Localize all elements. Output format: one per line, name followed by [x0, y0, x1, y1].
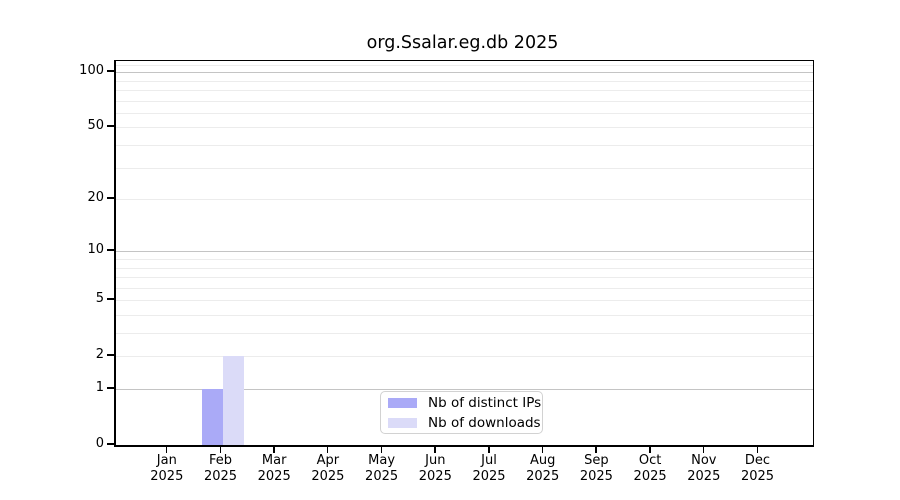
- x-tick-mark-jun: [434, 446, 436, 453]
- y-tick-mark-20: [107, 197, 114, 199]
- gridline-100: [116, 72, 813, 74]
- legend-swatch-downloads: [388, 417, 417, 428]
- gridline-2: [116, 356, 813, 358]
- gridline-4: [116, 314, 813, 316]
- x-tick-mark-jul: [488, 446, 490, 453]
- gridline-80: [116, 90, 813, 91]
- x-tick-mark-dec: [756, 446, 759, 453]
- x-tick-label-jun: Jun 2025: [405, 453, 465, 484]
- gridline-110: [116, 64, 813, 66]
- gridline-70: [116, 100, 813, 102]
- x-tick-label-jan: Jan 2025: [137, 453, 197, 484]
- gridline-20: [116, 199, 813, 201]
- gridline-6: [116, 287, 813, 289]
- x-tick-label-aug: Aug 2025: [513, 453, 573, 484]
- x-tick-month: Dec: [744, 453, 771, 468]
- y-tick-label-100: 100: [79, 63, 104, 79]
- x-tick-year: 2025: [365, 468, 399, 484]
- y-tick-label-20: 20: [87, 190, 104, 206]
- x-tick-month: May: [368, 453, 396, 468]
- x-tick-label-feb: Feb 2025: [191, 453, 251, 484]
- x-tick-year: 2025: [418, 468, 452, 484]
- x-tick-month: Jan: [156, 453, 177, 468]
- gridline-30: [116, 167, 813, 169]
- x-tick-label-sep: Sep 2025: [566, 453, 626, 484]
- x-tick-year: 2025: [257, 468, 291, 484]
- y-tick-label-10: 10: [87, 242, 104, 258]
- x-tick-year: 2025: [203, 468, 238, 484]
- y-tick-mark-2: [107, 354, 114, 356]
- y-tick-mark-10: [107, 249, 114, 251]
- x-tick-mark-feb: [219, 446, 222, 453]
- legend-item-distinct-ips: Nb of distinct IPs: [388, 395, 542, 411]
- x-tick-year: 2025: [526, 468, 560, 484]
- legend-swatch-distinct-ips: [388, 397, 417, 408]
- x-tick-year: 2025: [633, 468, 667, 484]
- x-tick-label-mar: Mar 2025: [244, 453, 304, 484]
- y-tick-mark-100: [107, 70, 114, 72]
- x-tick-mark-apr: [326, 446, 329, 453]
- y-tick-label-50: 50: [87, 118, 104, 134]
- x-tick-year: 2025: [687, 468, 721, 484]
- x-tick-year: 2025: [311, 468, 345, 484]
- bar-nb-of-distinct-ips-feb: [201, 389, 223, 445]
- y-tick-label-0: 0: [95, 436, 104, 451]
- x-tick-label-dec: Dec 2025: [728, 453, 788, 484]
- x-tick-mark-sep: [595, 446, 597, 453]
- legend-label-downloads: Nb of downloads: [428, 414, 541, 431]
- x-tick-year: 2025: [740, 468, 775, 484]
- gridline-3: [116, 333, 813, 334]
- x-tick-label-jul: Jul 2025: [459, 453, 519, 484]
- x-tick-label-may: May 2025: [352, 453, 412, 484]
- y-tick-label-5: 5: [95, 291, 104, 307]
- legend-item-downloads: Nb of downloads: [388, 415, 542, 431]
- bar-nb-of-downloads-feb: [222, 356, 244, 445]
- x-tick-label-apr: Apr 2025: [298, 453, 358, 484]
- y-tick-mark-1: [107, 387, 114, 389]
- gridline-40: [116, 145, 813, 146]
- gridline-60: [116, 112, 813, 114]
- plot-area: Nb of distinct IPs Nb of downloads: [114, 60, 814, 447]
- gridline-1: [116, 389, 813, 390]
- x-tick-mark-jan: [165, 446, 168, 453]
- y-tick-label-2: 2: [95, 347, 104, 363]
- x-tick-month: Nov: [691, 453, 717, 468]
- x-tick-month: Apr: [316, 453, 340, 468]
- x-tick-mark-nov: [702, 446, 705, 453]
- legend: Nb of distinct IPs Nb of downloads: [380, 391, 543, 434]
- x-tick-year: 2025: [150, 468, 184, 484]
- gridline-50: [116, 127, 813, 129]
- gridline-10: [116, 251, 813, 253]
- y-tick-label-1: 1: [95, 380, 104, 395]
- chart-title: org.Ssalar.eg.db 2025: [366, 33, 559, 53]
- x-tick-month: Aug: [529, 453, 556, 468]
- y-tick-mark-0: [107, 443, 114, 445]
- x-tick-label-nov: Nov 2025: [674, 453, 734, 484]
- gridline-90: [116, 80, 813, 82]
- y-tick-mark-50: [107, 125, 114, 127]
- gridline-9: [116, 258, 813, 260]
- x-tick-mark-mar: [273, 446, 275, 453]
- x-tick-mark-aug: [541, 446, 544, 453]
- x-tick-label-oct: Oct 2025: [620, 453, 680, 484]
- x-tick-year: 2025: [579, 468, 613, 484]
- x-tick-mark-may: [380, 446, 383, 453]
- x-tick-month: Mar: [261, 453, 287, 468]
- legend-label-distinct-ips: Nb of distinct IPs: [428, 394, 542, 411]
- x-tick-year: 2025: [472, 468, 506, 484]
- gridline-8: [116, 267, 813, 269]
- gridline-7: [116, 277, 813, 279]
- x-tick-mark-oct: [649, 446, 651, 453]
- x-tick-month: Jul: [481, 453, 497, 468]
- x-tick-month: Feb: [208, 453, 233, 468]
- gridline-5: [116, 300, 813, 302]
- x-tick-month: Jun: [425, 453, 446, 468]
- y-tick-mark-5: [107, 298, 114, 300]
- x-tick-month: Sep: [584, 453, 609, 468]
- x-tick-month: Oct: [638, 453, 662, 468]
